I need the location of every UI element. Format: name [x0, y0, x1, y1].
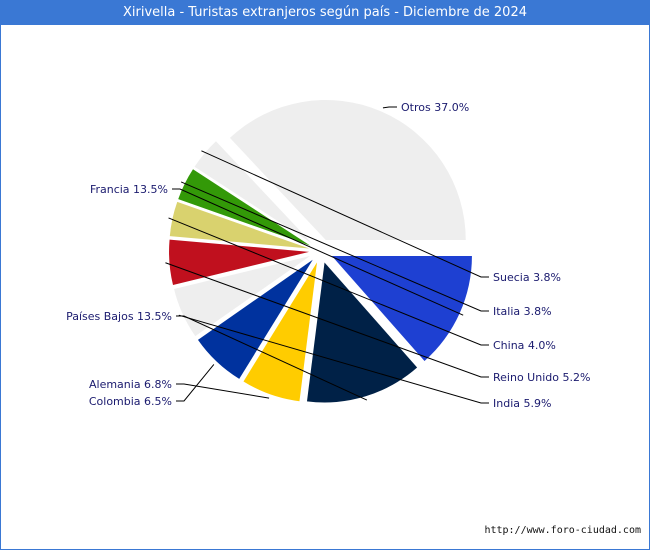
- label-francia: Francia 13.5%: [90, 183, 168, 196]
- label-suecia: Suecia 3.8%: [493, 271, 561, 284]
- label-reino-unido: Reino Unido 5.2%: [493, 371, 590, 384]
- label-paises-bajos: Países Bajos 13.5%: [66, 310, 172, 323]
- pie-chart: Otros 37.0% Suecia 3.8% Italia 3.8% Chin…: [1, 1, 649, 549]
- label-italia: Italia 3.8%: [493, 305, 552, 318]
- leader-line-colombia: [176, 364, 214, 401]
- label-china: China 4.0%: [493, 339, 556, 352]
- chart-frame: Xirivella - Turistas extranjeros según p…: [0, 0, 650, 550]
- label-india: India 5.9%: [493, 397, 551, 410]
- source-watermark: http://www.foro-ciudad.com: [484, 525, 641, 536]
- label-otros: Otros 37.0%: [401, 101, 469, 114]
- leader-line-otros: [383, 107, 397, 108]
- label-alemania: Alemania 6.8%: [89, 378, 172, 391]
- label-colombia: Colombia 6.5%: [89, 395, 172, 408]
